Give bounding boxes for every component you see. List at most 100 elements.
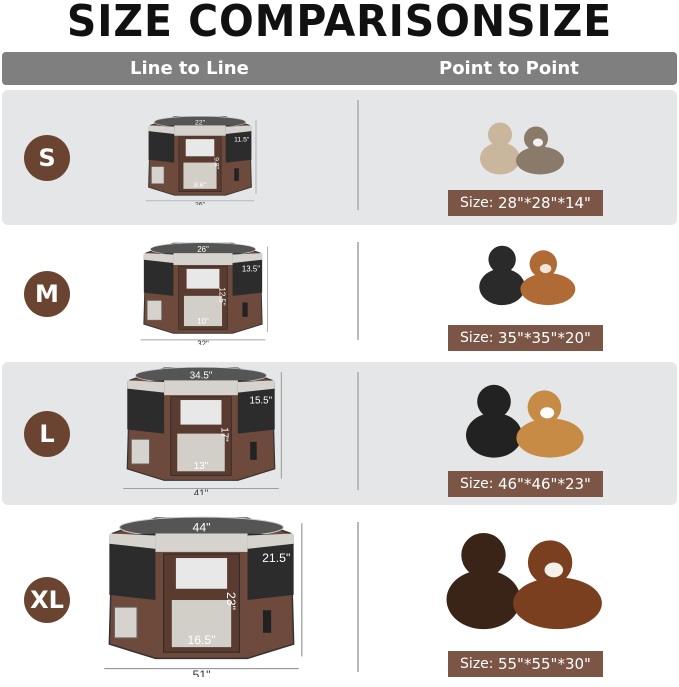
mesh-panel-right xyxy=(225,125,252,163)
door-height-label: 9.8" xyxy=(212,157,219,170)
mesh-panel-left xyxy=(143,253,174,296)
animal-muzzle xyxy=(539,264,552,274)
size-value: 28"*28"*14" xyxy=(497,194,591,212)
side-pocket xyxy=(151,166,165,184)
animal-head xyxy=(529,250,557,278)
playpen-diagram: 34.5" 15.5" 17" 13" 41" 23" xyxy=(123,366,287,495)
size-dimensions-box: Size: 28"*28"*14" xyxy=(448,190,603,216)
column-divider xyxy=(357,100,359,210)
trim-right xyxy=(225,125,252,134)
column-header-bar: Line to Line Point to Point xyxy=(2,52,677,85)
header-line-to-line: Line to Line xyxy=(130,58,249,79)
mesh-panel-left xyxy=(127,380,165,434)
animal-head xyxy=(524,126,548,151)
top-diameter-label: 44" xyxy=(193,520,211,534)
size-label: Size: xyxy=(460,476,494,492)
animal-body xyxy=(520,273,576,306)
height-label: 30" xyxy=(307,581,309,599)
size-dimensions-box: Size: 55"*55"*30" xyxy=(448,651,603,677)
side-pocket-right xyxy=(234,168,239,181)
trim-front xyxy=(155,533,248,552)
playpen-diagram: 22" 11.5" 9.8" 8.6" 26" 14" xyxy=(145,115,260,206)
size-value: 55"*55"*30" xyxy=(497,655,591,673)
animal-body xyxy=(480,142,520,175)
animal-body xyxy=(513,577,602,630)
animal-muzzle xyxy=(540,407,555,419)
size-value: 35"*35"*20" xyxy=(497,329,591,347)
trim-front xyxy=(173,253,233,265)
trim-left xyxy=(109,533,156,549)
height-label: 20" xyxy=(271,284,272,296)
size-label: Size: xyxy=(460,656,494,672)
door-floor xyxy=(183,295,223,327)
animal-head xyxy=(527,540,573,585)
mesh-panel-right xyxy=(232,253,263,296)
door-width-label: 10" xyxy=(197,317,209,326)
size-label: Size: xyxy=(460,195,494,211)
animals-newfoundland-saint-bernard xyxy=(446,532,602,630)
animal-head xyxy=(488,122,512,147)
header-point-to-point: Point to Point xyxy=(439,58,579,79)
column-divider xyxy=(357,372,359,490)
animal-head xyxy=(461,532,506,578)
animals-corgi-dobermann-poodle xyxy=(479,245,576,306)
page-title: SIZE COMPARISONSIZE xyxy=(66,0,613,47)
door-window xyxy=(185,139,215,157)
size-dimensions-box: Size: 35"*35"*20" xyxy=(448,325,603,351)
width-label: 51" xyxy=(193,668,211,677)
animal-head xyxy=(488,245,516,274)
size-badge: S xyxy=(24,134,70,181)
side-panel-label: 13.5" xyxy=(242,265,260,274)
door-height-label: 23" xyxy=(224,592,238,610)
column-divider xyxy=(357,242,359,340)
door-width-label: 13" xyxy=(194,461,209,472)
door-window xyxy=(175,558,228,589)
animal-body xyxy=(446,569,521,630)
playpen-diagram: 44" 21.5" 23" 16.5" 51" 30" xyxy=(104,516,309,677)
playpen-diagram: 26" 13.5" 12.5" 10" 32" 20" xyxy=(140,242,272,345)
top-diameter-label: 34.5" xyxy=(190,371,213,382)
trim-left xyxy=(127,380,165,393)
side-pocket-right xyxy=(262,610,272,633)
top-diameter-label: 26" xyxy=(197,245,209,254)
trim-right xyxy=(232,253,263,263)
trim-front xyxy=(164,380,238,396)
size-dimensions-box: Size: 46"*46"*23" xyxy=(448,471,603,497)
mesh-panel-right xyxy=(237,380,275,434)
size-badge: M xyxy=(24,270,70,317)
side-pocket xyxy=(146,300,162,321)
side-pocket xyxy=(130,438,150,465)
side-pocket-right xyxy=(242,302,248,317)
animal-body xyxy=(466,412,522,458)
side-panel-label: 11.5" xyxy=(234,136,250,143)
size-badge: XL xyxy=(24,576,70,623)
door-height-label: 12.5" xyxy=(217,287,226,305)
door-width-label: 16.5" xyxy=(187,633,215,647)
size-value: 46"*46"*23" xyxy=(497,475,591,493)
width-label: 32" xyxy=(197,339,209,345)
size-label: Size: xyxy=(460,330,494,346)
door-width-label: 8.6" xyxy=(194,182,207,189)
width-label: 26" xyxy=(195,202,206,206)
door-window xyxy=(186,268,220,289)
trim-left xyxy=(148,125,175,134)
door-floor xyxy=(177,433,225,472)
animal-muzzle xyxy=(533,138,543,147)
animal-body xyxy=(479,268,525,306)
animal-head xyxy=(477,384,511,419)
animal-body xyxy=(516,418,584,458)
door-height-label: 17" xyxy=(218,427,229,442)
animal-muzzle xyxy=(544,562,564,578)
side-panel-label: 21.5" xyxy=(262,551,290,565)
mesh-panel-left xyxy=(148,125,175,163)
animal-body xyxy=(516,146,564,175)
side-pocket-right xyxy=(250,441,257,460)
height-label: 14" xyxy=(259,152,260,163)
top-diameter-label: 22" xyxy=(195,119,206,126)
door-floor xyxy=(171,600,232,648)
animals-dog-cat-rabbit-chick xyxy=(480,122,564,175)
column-divider xyxy=(357,522,359,672)
trim-left xyxy=(143,253,174,263)
size-badge: L xyxy=(24,410,70,457)
trim-right xyxy=(247,533,294,549)
